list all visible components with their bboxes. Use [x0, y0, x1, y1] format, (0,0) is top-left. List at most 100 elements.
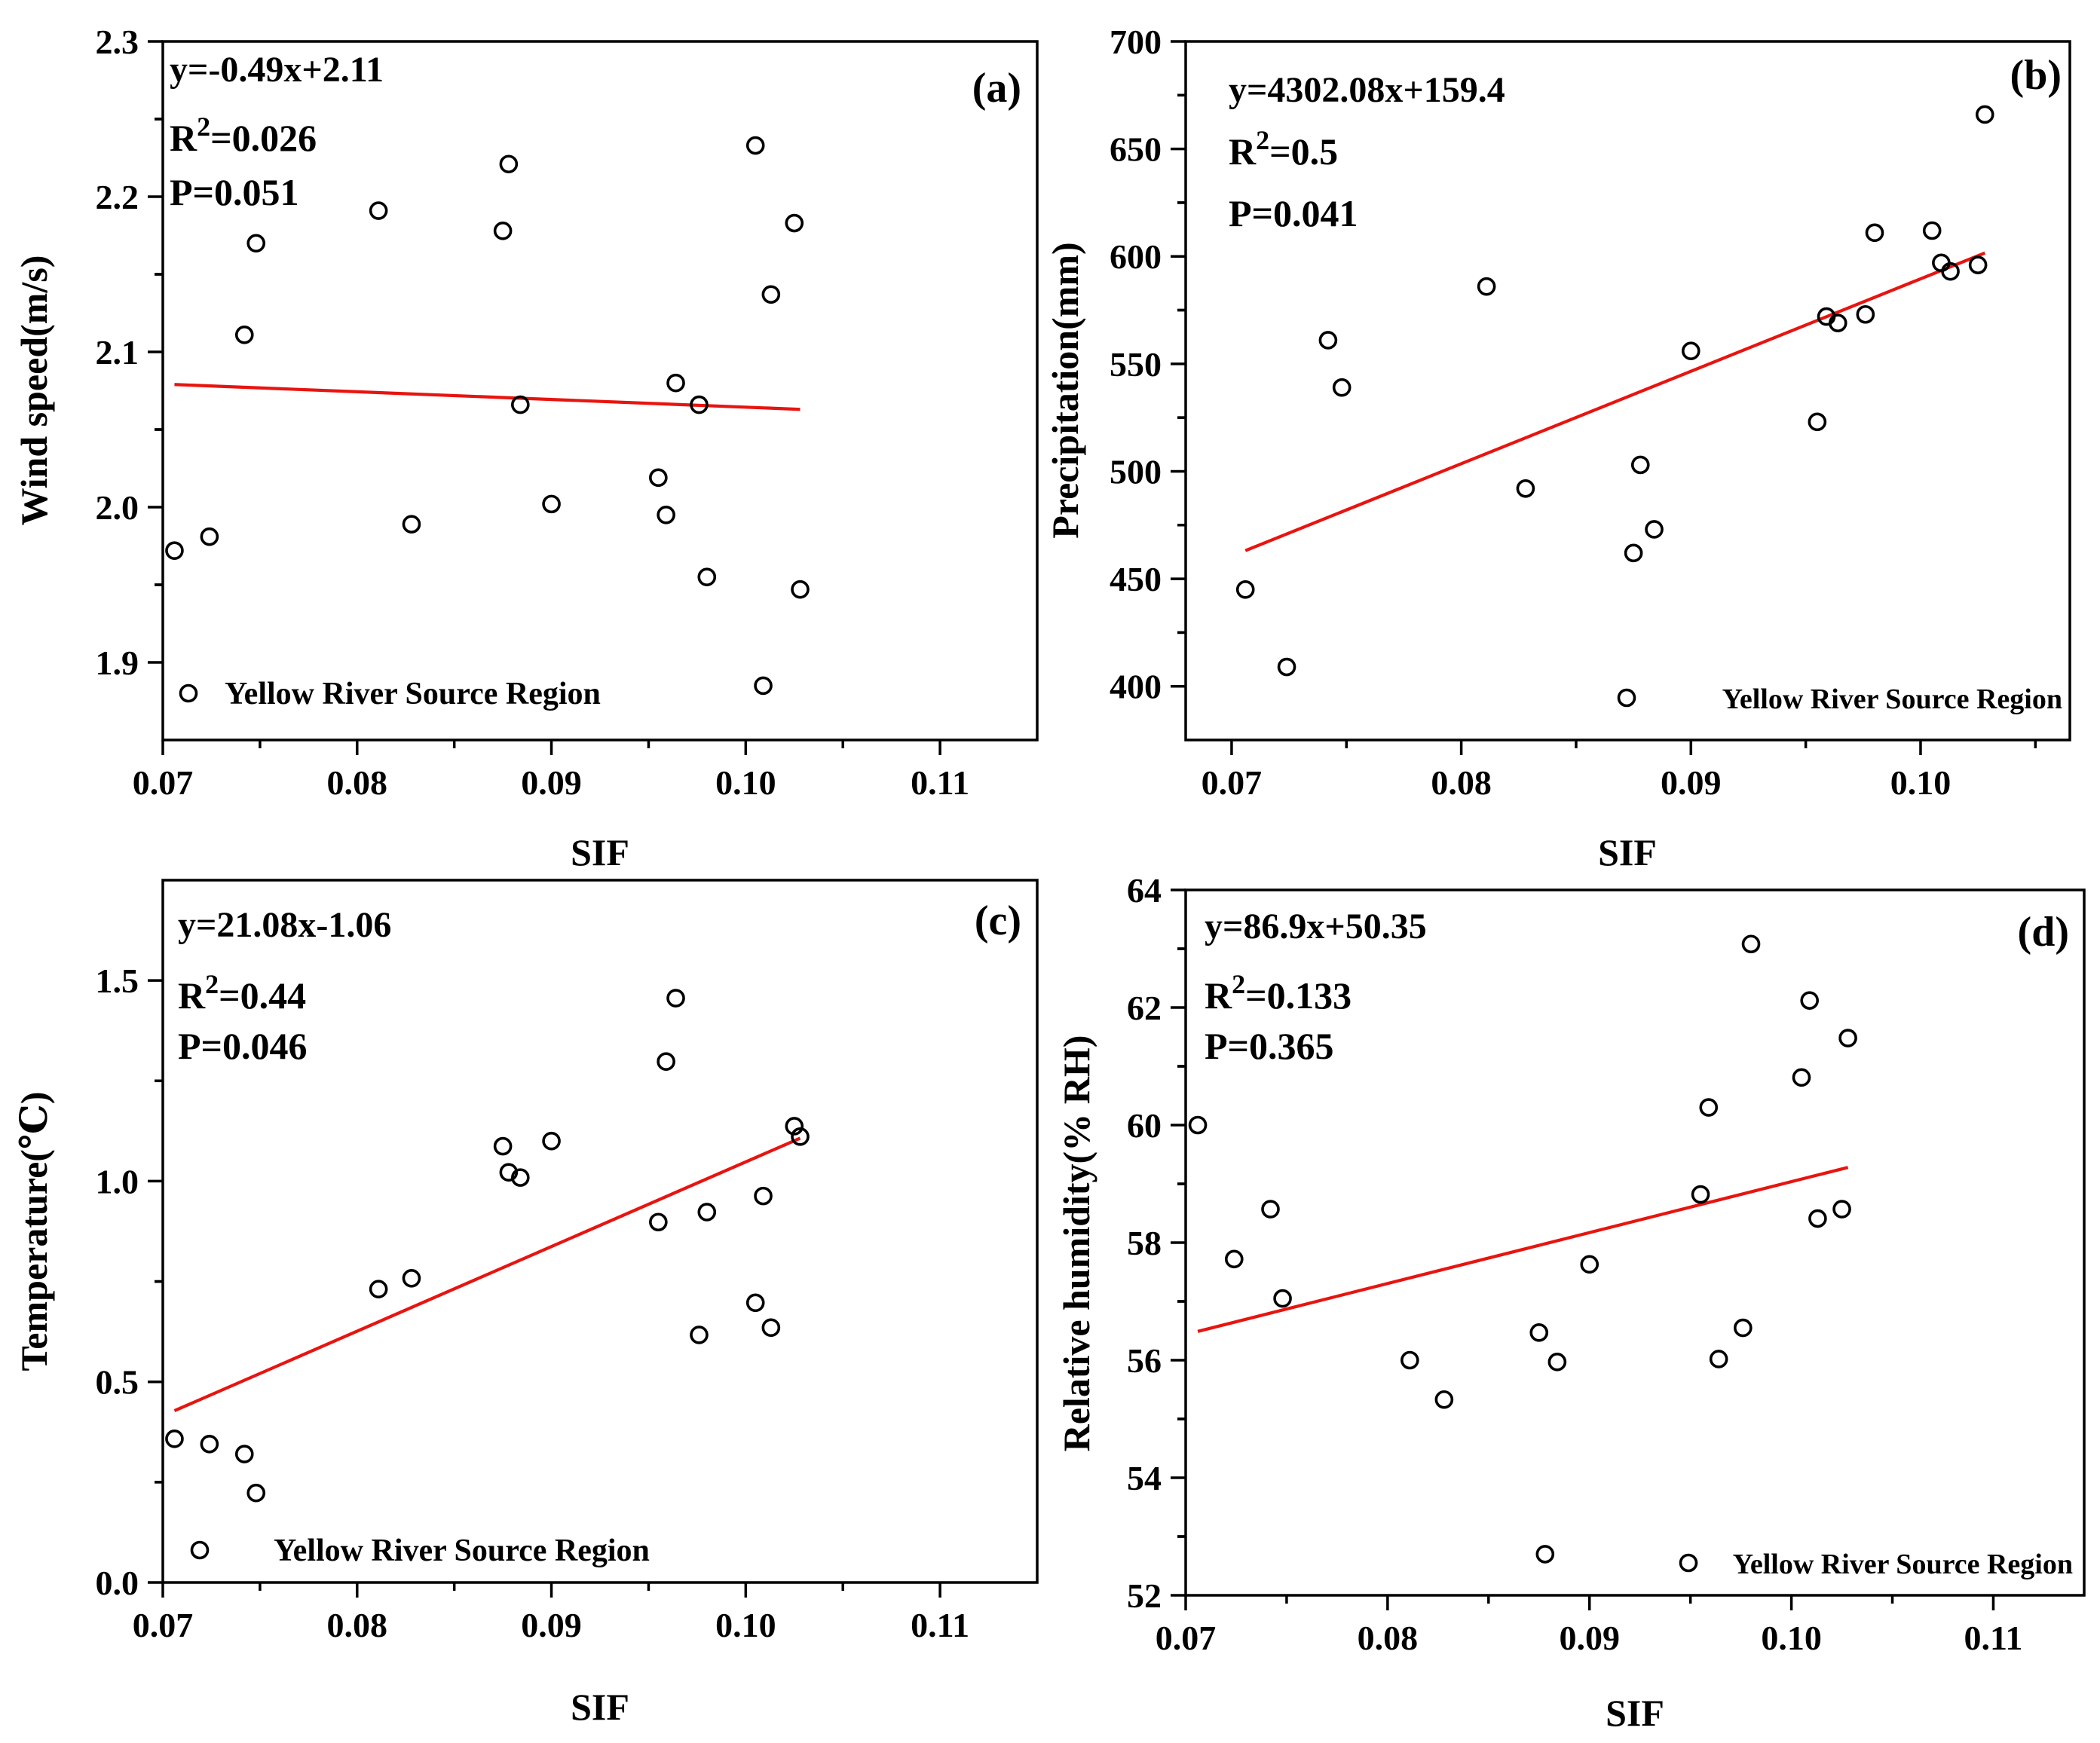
r-squared-label: R2=0.5 — [1229, 125, 1338, 173]
x-tick-label: 0.11 — [911, 763, 969, 802]
data-point — [754, 1186, 773, 1206]
panel-c: 0.07 0.08 0.09 0.10 0.11 0.0 0.5 1.0 1.5 SIF Tempe… — [13, 879, 1039, 1728]
y-tick-label: 0.0 — [96, 1564, 139, 1602]
p-value-label: P=0.365 — [1205, 1025, 1334, 1067]
data-point — [1547, 1353, 1567, 1371]
r-squared-superscript: 2 — [1232, 969, 1245, 999]
data-point — [246, 234, 266, 253]
regression-equation: y=21.08x-1.06 — [178, 905, 391, 945]
data-point — [1734, 1318, 1753, 1338]
r-squared-superscript: 2 — [205, 969, 219, 999]
r-squared-value: =0.5 — [1269, 130, 1338, 173]
data-point — [1856, 304, 1875, 324]
y-axis-label: Relative humidity(% RH) — [1055, 1035, 1097, 1452]
legend: Yellow River Source Region — [1617, 683, 2062, 715]
x-tick-label: 0.08 — [1358, 1619, 1419, 1657]
data-point — [791, 1127, 810, 1146]
x-axis-label: SIF — [1606, 1692, 1664, 1734]
regression-equation: y=86.9x+50.35 — [1205, 907, 1427, 946]
y-tick-label: 1.0 — [96, 1162, 139, 1200]
data-point — [493, 222, 513, 240]
legend-label: Yellow River Source Region — [1733, 1549, 2073, 1580]
x-tick-label: 0.11 — [1964, 1619, 2022, 1657]
data-point — [1691, 1185, 1710, 1204]
data-point — [511, 1168, 530, 1187]
x-tick-label: 0.11 — [911, 1606, 969, 1644]
y-tick-label: 450 — [1110, 560, 1162, 598]
data-point — [1318, 331, 1338, 350]
y-tick-label: 56 — [1127, 1341, 1162, 1380]
x-axis-label: SIF — [571, 831, 629, 873]
data-point — [1434, 1390, 1454, 1409]
y-axis-label: Temperature(℃) — [13, 1092, 55, 1371]
legend-label: Yellow River Source Region — [274, 1534, 650, 1568]
data-point — [754, 676, 773, 696]
data-point — [745, 136, 765, 155]
data-point — [1277, 657, 1296, 677]
y-tick-label: 62 — [1127, 989, 1162, 1027]
r-squared-superscript: 2 — [1256, 125, 1269, 155]
data-point — [165, 1430, 184, 1448]
data-point — [1838, 1029, 1857, 1047]
x-tick-label: 0.08 — [327, 763, 388, 802]
data-point — [1808, 412, 1827, 432]
data-point — [697, 1203, 717, 1222]
data-point — [1516, 479, 1535, 498]
x-tick-label: 0.10 — [715, 763, 776, 802]
data-point — [690, 1326, 709, 1344]
data-point — [1975, 105, 1994, 124]
data-point — [542, 494, 561, 514]
panel-tag: (d) — [2018, 909, 2069, 956]
r-squared-label: R2=0.026 — [170, 112, 317, 159]
y-tick-label: 54 — [1127, 1459, 1162, 1497]
y-tick-label: 600 — [1110, 237, 1162, 276]
legend: Yellow River Source Region — [179, 677, 601, 711]
data-point — [511, 395, 530, 414]
x-tick-label: 0.08 — [1431, 763, 1492, 802]
p-value-label: P=0.051 — [170, 171, 299, 213]
panel-tag: (c) — [975, 897, 1021, 944]
y-axis-label: Wind speed(m/s) — [13, 255, 55, 526]
y-tick-label: 400 — [1110, 668, 1162, 706]
legend-marker — [190, 1540, 210, 1560]
data-point — [402, 515, 421, 534]
data-point — [234, 1445, 254, 1463]
x-tick-label: 0.09 — [521, 1606, 582, 1644]
data-point — [791, 579, 810, 599]
y-tick-label: 60 — [1127, 1106, 1162, 1145]
data-point — [1630, 455, 1650, 475]
data-point — [493, 1136, 513, 1156]
regression-line — [1244, 251, 1986, 552]
data-point — [1699, 1098, 1719, 1117]
data-point — [1261, 1200, 1280, 1219]
y-tick-label: 58 — [1127, 1224, 1162, 1262]
data-point — [666, 989, 685, 1008]
data-point — [1580, 1255, 1599, 1274]
x-tick-label: 0.10 — [715, 1606, 776, 1644]
data-point — [761, 1318, 781, 1338]
panel-tag: (b) — [2010, 52, 2062, 99]
plot-frame — [161, 879, 1039, 1584]
y-tick-label: 64 — [1127, 871, 1162, 910]
data-point — [1808, 1209, 1827, 1228]
y-tick-label: 2.1 — [96, 333, 139, 372]
y-tick-label: 2.0 — [96, 488, 139, 527]
data-point — [1941, 261, 1960, 281]
data-point — [1792, 1068, 1811, 1087]
y-tick-label: 1.9 — [96, 644, 139, 682]
plot-frame — [1184, 40, 2071, 742]
data-point — [1828, 313, 1847, 332]
legend-marker — [1617, 688, 1636, 708]
y-tick-label: 700 — [1110, 23, 1162, 61]
data-point — [1273, 1289, 1292, 1308]
x-tick-label: 0.10 — [1761, 1619, 1822, 1657]
data-point — [369, 1280, 388, 1298]
data-point — [785, 213, 804, 233]
panel-tag: (a) — [972, 65, 1021, 112]
r-squared-value: =0.44 — [219, 974, 306, 1017]
data-point — [499, 154, 519, 174]
data-point — [1401, 1350, 1419, 1370]
data-point — [1224, 1249, 1244, 1269]
data-point — [1529, 1323, 1549, 1342]
